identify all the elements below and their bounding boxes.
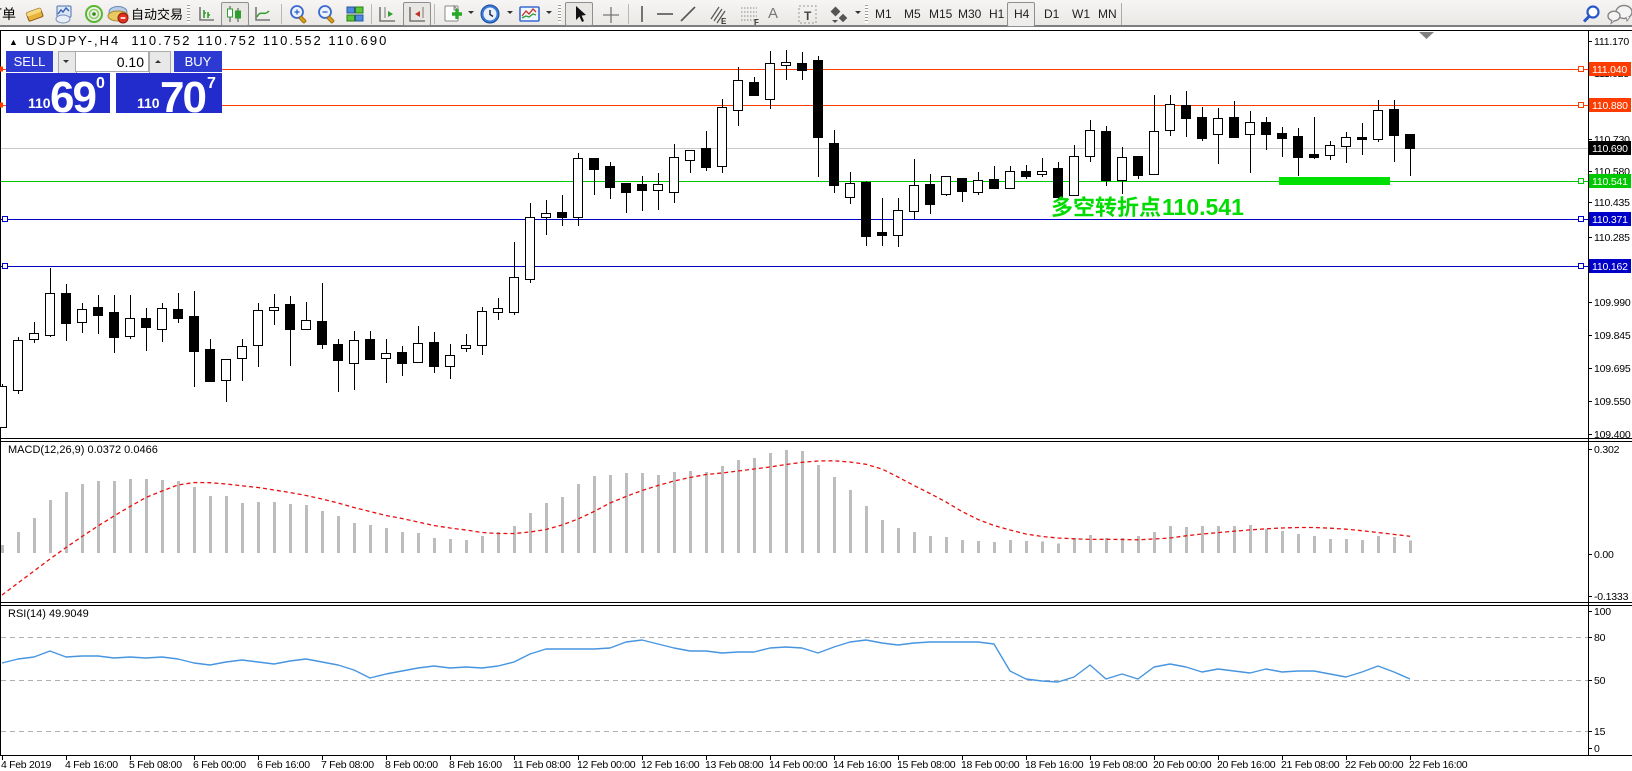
svg-text:110.541: 110.541 — [1592, 176, 1628, 188]
svg-text:110.541: 110.541 — [1162, 194, 1244, 220]
svg-text:14 Feb 00:00: 14 Feb 00:00 — [769, 759, 828, 771]
svg-text:0.00: 0.00 — [1594, 549, 1614, 561]
svg-text:0.302: 0.302 — [1594, 444, 1620, 456]
svg-text:110.162: 110.162 — [1592, 261, 1628, 273]
svg-text:12 Feb 00:00: 12 Feb 00:00 — [577, 759, 636, 771]
svg-text:111.040: 111.040 — [1592, 64, 1627, 76]
svg-text:T: T — [804, 9, 812, 23]
svg-text:20 Feb 16:00: 20 Feb 16:00 — [1217, 759, 1276, 771]
svg-text:E: E — [721, 17, 727, 26]
svg-text:80: 80 — [1594, 632, 1606, 644]
svg-text:-0.1333: -0.1333 — [1594, 591, 1629, 603]
svg-text:110.285: 110.285 — [1594, 232, 1630, 244]
svg-text:110.435: 110.435 — [1594, 197, 1630, 209]
svg-text:12 Feb 16:00: 12 Feb 16:00 — [641, 759, 700, 771]
svg-text:15: 15 — [1594, 726, 1606, 738]
svg-text:18 Feb 00:00: 18 Feb 00:00 — [961, 759, 1020, 771]
svg-text:100: 100 — [1594, 606, 1611, 618]
svg-text:109.845: 109.845 — [1594, 330, 1631, 342]
svg-text:6 Feb 00:00: 6 Feb 00:00 — [193, 759, 246, 771]
svg-text:11 Feb 08:00: 11 Feb 08:00 — [513, 759, 571, 771]
svg-text:109.990: 109.990 — [1594, 297, 1631, 309]
svg-text:RSI(14) 49.9049: RSI(14) 49.9049 — [8, 608, 89, 620]
svg-text:MACD(12,26,9) 0.0372 0.0466: MACD(12,26,9) 0.0372 0.0466 — [8, 444, 158, 456]
svg-text:14 Feb 16:00: 14 Feb 16:00 — [833, 759, 892, 771]
svg-text:7 Feb 08:00: 7 Feb 08:00 — [321, 759, 374, 771]
svg-text:110.371: 110.371 — [1592, 214, 1628, 226]
svg-text:8 Feb 16:00: 8 Feb 16:00 — [449, 759, 502, 771]
svg-text:4 Feb 16:00: 4 Feb 16:00 — [65, 759, 118, 771]
svg-text:111.170: 111.170 — [1594, 36, 1629, 48]
svg-text:109.550: 109.550 — [1594, 396, 1631, 408]
svg-text:22 Feb 16:00: 22 Feb 16:00 — [1409, 759, 1468, 771]
svg-text:15 Feb 08:00: 15 Feb 08:00 — [897, 759, 956, 771]
svg-text:109.695: 109.695 — [1594, 363, 1631, 375]
svg-text:0: 0 — [1594, 743, 1600, 755]
svg-text:22 Feb 00:00: 22 Feb 00:00 — [1345, 759, 1404, 771]
svg-text:21 Feb 08:00: 21 Feb 08:00 — [1281, 759, 1340, 771]
svg-text:18 Feb 16:00: 18 Feb 16:00 — [1025, 759, 1084, 771]
svg-text:20 Feb 00:00: 20 Feb 00:00 — [1153, 759, 1212, 771]
svg-text:110.880: 110.880 — [1592, 100, 1628, 112]
svg-text:110.690: 110.690 — [1592, 143, 1628, 155]
svg-text:109.400: 109.400 — [1594, 429, 1631, 441]
svg-text:50: 50 — [1594, 675, 1606, 687]
svg-text:F: F — [754, 18, 759, 27]
svg-text:19 Feb 08:00: 19 Feb 08:00 — [1089, 759, 1148, 771]
svg-text:13 Feb 08:00: 13 Feb 08:00 — [705, 759, 764, 771]
svg-text:8 Feb 00:00: 8 Feb 00:00 — [385, 759, 438, 771]
svg-text:6 Feb 16:00: 6 Feb 16:00 — [257, 759, 310, 771]
svg-text:5 Feb 08:00: 5 Feb 08:00 — [129, 759, 182, 771]
svg-text:4 Feb 2019: 4 Feb 2019 — [1, 759, 52, 771]
